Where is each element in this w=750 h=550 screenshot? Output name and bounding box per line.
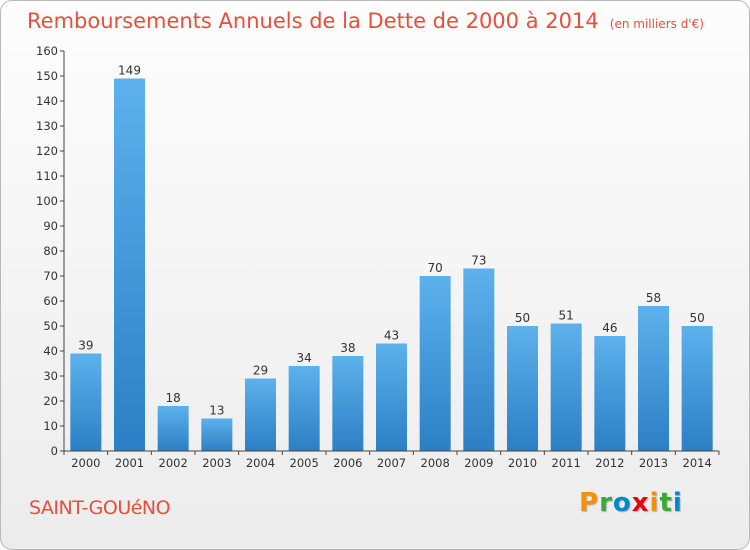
y-tick-label: 40 bbox=[43, 344, 58, 358]
value-label: 46 bbox=[602, 321, 617, 335]
x-tick-label: 2001 bbox=[115, 456, 144, 470]
value-label: 51 bbox=[559, 309, 574, 323]
x-tick-label: 2011 bbox=[552, 456, 581, 470]
bar-2012 bbox=[594, 336, 626, 451]
y-tick-label: 70 bbox=[43, 269, 58, 283]
bar-2008 bbox=[419, 276, 451, 451]
bar-2002 bbox=[157, 406, 189, 451]
y-tick-label: 160 bbox=[36, 44, 58, 58]
y-tick-label: 100 bbox=[36, 194, 58, 208]
logo-letter: r bbox=[599, 488, 613, 518]
x-tick-label: 2007 bbox=[377, 456, 406, 470]
value-label: 50 bbox=[690, 311, 705, 325]
value-label: 58 bbox=[646, 291, 661, 305]
logo-letter: x bbox=[631, 488, 650, 518]
bar-2006 bbox=[332, 356, 364, 451]
proxiti-logo: Proxiti bbox=[579, 488, 683, 518]
x-tick-label: 2014 bbox=[683, 456, 712, 470]
value-label: 18 bbox=[166, 391, 181, 405]
y-tick-label: 120 bbox=[36, 144, 58, 158]
y-tick-label: 10 bbox=[43, 419, 58, 433]
x-tick-label: 2003 bbox=[202, 456, 231, 470]
x-tick-label: 2010 bbox=[508, 456, 537, 470]
y-tick-label: 20 bbox=[43, 394, 58, 408]
y-tick-label: 80 bbox=[43, 244, 58, 258]
bar-2000 bbox=[70, 353, 102, 451]
chart-title-block: Remboursements Annuels de la Dette de 20… bbox=[27, 9, 704, 33]
y-tick-label: 60 bbox=[43, 294, 58, 308]
bars-group: 39 149 18 13 29 34 38 43 70 73 50 51 46 58 50 bbox=[70, 64, 713, 451]
y-tick-label: 110 bbox=[36, 169, 58, 183]
bar-2010 bbox=[507, 326, 538, 451]
value-label: 50 bbox=[515, 311, 530, 325]
axes-group: 0 10 20 30 40 50 60 70 80 90 100 110 120 130 140 150 160… bbox=[36, 44, 720, 470]
y-tick-label: 0 bbox=[51, 444, 58, 458]
y-tick-label: 140 bbox=[36, 94, 58, 108]
bar-2005 bbox=[288, 366, 320, 451]
value-label: 73 bbox=[471, 254, 486, 268]
value-label: 149 bbox=[118, 64, 141, 78]
logo-letter: o bbox=[612, 488, 632, 518]
y-tick-label: 150 bbox=[36, 69, 58, 83]
y-tick-label: 50 bbox=[43, 319, 58, 333]
value-label: 34 bbox=[297, 351, 312, 365]
bar-2009 bbox=[463, 268, 495, 451]
y-tick-label: 90 bbox=[43, 219, 58, 233]
value-label: 38 bbox=[340, 341, 355, 355]
logo-letter: t bbox=[659, 488, 673, 518]
chart-unit: (en milliers d'€) bbox=[609, 17, 704, 31]
x-tick-label: 2012 bbox=[595, 456, 624, 470]
bar-2007 bbox=[376, 343, 407, 451]
bar-2003 bbox=[201, 418, 233, 451]
x-tick-label: 2000 bbox=[71, 456, 100, 470]
value-label: 43 bbox=[384, 329, 399, 343]
chart-title: Remboursements Annuels de la Dette de 20… bbox=[27, 9, 599, 33]
bar-2004 bbox=[245, 378, 276, 451]
x-tick-label: 2013 bbox=[639, 456, 668, 470]
x-tick-label: 2002 bbox=[159, 456, 188, 470]
bar-2013 bbox=[638, 306, 669, 451]
commune-name: SAINT-GOUéNO bbox=[29, 497, 171, 519]
logo-letter: i bbox=[672, 488, 683, 518]
y-tick-label: 130 bbox=[36, 119, 58, 133]
x-tick-label: 2005 bbox=[290, 456, 319, 470]
x-tick-label: 2008 bbox=[421, 456, 450, 470]
x-tick-label: 2006 bbox=[333, 456, 362, 470]
y-tick-label: 30 bbox=[43, 369, 58, 383]
value-label: 39 bbox=[78, 339, 93, 353]
logo-letter: P bbox=[579, 488, 600, 518]
bar-2001 bbox=[114, 78, 145, 451]
bar-2014 bbox=[681, 326, 713, 451]
value-label: 70 bbox=[428, 261, 443, 275]
x-tick-label: 2009 bbox=[464, 456, 493, 470]
x-tick-label: 2004 bbox=[246, 456, 275, 470]
value-label: 29 bbox=[253, 364, 268, 378]
logo-letter: i bbox=[649, 488, 660, 518]
bar-2011 bbox=[550, 323, 582, 451]
value-label: 13 bbox=[209, 404, 224, 418]
